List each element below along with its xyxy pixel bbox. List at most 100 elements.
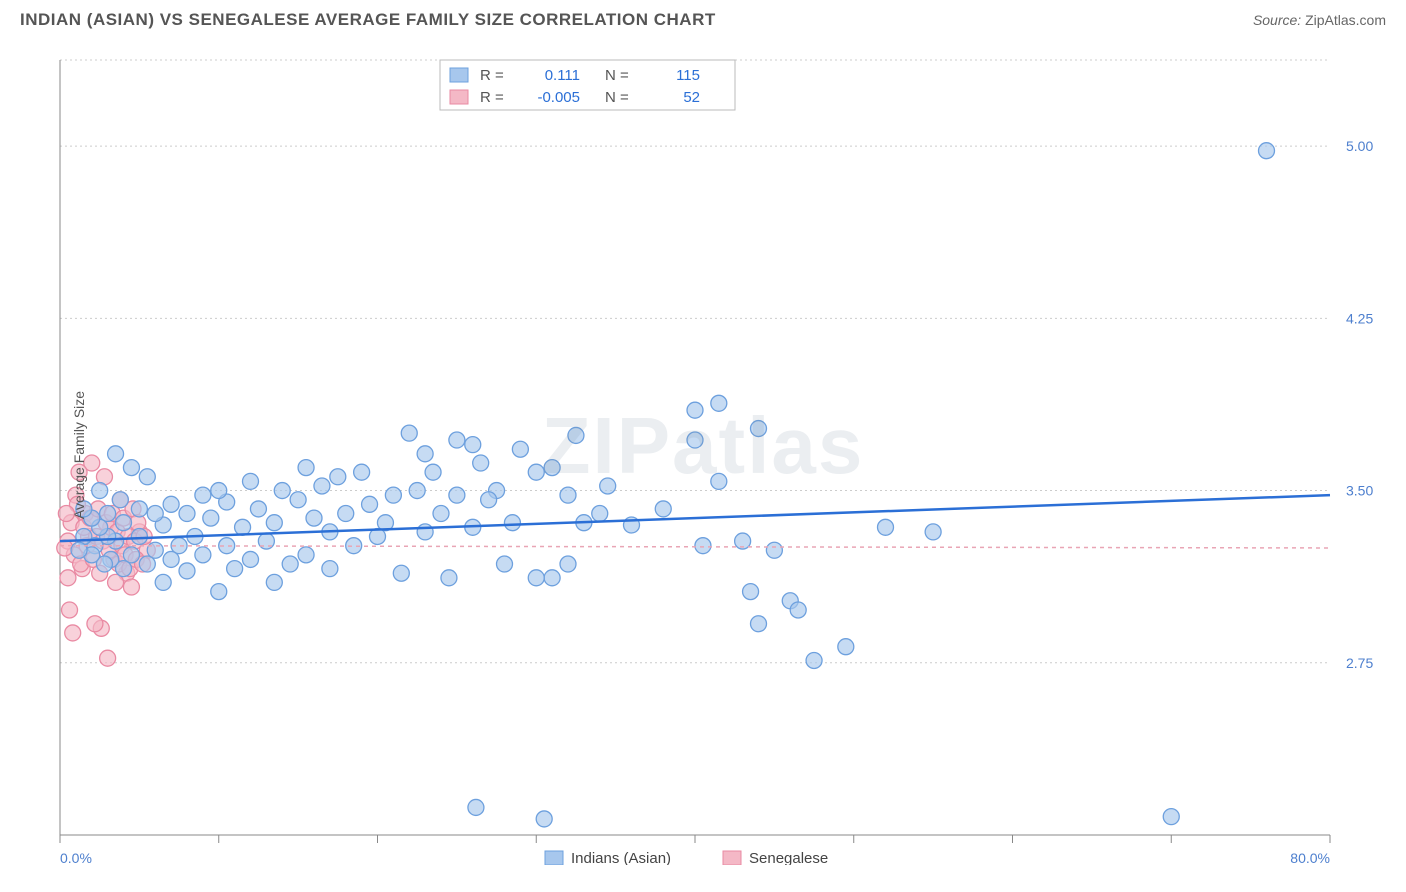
data-point: [322, 561, 338, 577]
data-point: [235, 519, 251, 535]
data-point: [751, 616, 767, 632]
data-point: [449, 487, 465, 503]
data-point: [504, 515, 520, 531]
data-point: [433, 506, 449, 522]
series-label: Indians (Asian): [571, 850, 671, 865]
data-point: [481, 492, 497, 508]
scatter-chart: 2.753.504.255.000.0%80.0%R =0.111N =115R…: [20, 45, 1386, 865]
series-swatch: [545, 851, 563, 865]
data-point: [195, 547, 211, 563]
data-point: [560, 556, 576, 572]
trend-line: [60, 495, 1330, 541]
legend-swatch: [450, 68, 468, 82]
data-point: [687, 402, 703, 418]
chart-title: INDIAN (ASIAN) VS SENEGALESE AVERAGE FAM…: [20, 10, 716, 30]
data-point: [203, 510, 219, 526]
data-point: [57, 540, 73, 556]
data-point: [1259, 143, 1275, 159]
data-point: [687, 432, 703, 448]
legend-n-label: N =: [605, 67, 629, 84]
data-point: [139, 556, 155, 572]
data-point: [62, 602, 78, 618]
data-point: [465, 437, 481, 453]
data-point: [71, 542, 87, 558]
data-point: [766, 542, 782, 558]
data-point: [92, 483, 108, 499]
data-point: [100, 650, 116, 666]
data-point: [711, 473, 727, 489]
data-point: [838, 639, 854, 655]
data-point: [385, 487, 401, 503]
legend-r-value: 0.111: [545, 67, 580, 84]
data-point: [362, 496, 378, 512]
data-point: [592, 506, 608, 522]
data-point: [468, 799, 484, 815]
data-point: [417, 524, 433, 540]
legend-n-label: N =: [605, 89, 629, 106]
source-label: Source:: [1253, 12, 1301, 28]
data-point: [227, 561, 243, 577]
legend-n-value: 115: [676, 67, 700, 84]
y-axis-label: Average Family Size: [71, 391, 87, 519]
data-point: [65, 625, 81, 641]
chart-container: Average Family Size ZIPatlas 2.753.504.2…: [20, 45, 1386, 865]
chart-source: Source: ZipAtlas.com: [1253, 12, 1386, 28]
legend-r-label: R =: [480, 67, 504, 84]
data-point: [274, 483, 290, 499]
data-point: [60, 570, 76, 586]
data-point: [298, 460, 314, 476]
data-point: [425, 464, 441, 480]
data-point: [528, 570, 544, 586]
legend-swatch: [450, 90, 468, 104]
data-point: [211, 584, 227, 600]
data-point: [108, 446, 124, 462]
data-point: [116, 515, 132, 531]
data-point: [409, 483, 425, 499]
data-point: [298, 547, 314, 563]
legend-r-label: R =: [480, 89, 504, 106]
data-point: [711, 395, 727, 411]
data-point: [417, 446, 433, 462]
data-point: [163, 551, 179, 567]
series-swatch: [723, 851, 741, 865]
data-point: [123, 579, 139, 595]
y-tick-label: 2.75: [1346, 655, 1373, 671]
data-point: [282, 556, 298, 572]
data-point: [441, 570, 457, 586]
data-point: [568, 427, 584, 443]
data-point: [401, 425, 417, 441]
data-point: [751, 421, 767, 437]
x-tick-label: 0.0%: [60, 850, 92, 865]
data-point: [560, 487, 576, 503]
data-point: [473, 455, 489, 471]
data-point: [393, 565, 409, 581]
data-point: [544, 570, 560, 586]
data-point: [131, 501, 147, 517]
data-point: [925, 524, 941, 540]
data-point: [528, 464, 544, 480]
data-point: [878, 519, 894, 535]
series-label: Senegalese: [749, 850, 828, 865]
data-point: [497, 556, 513, 572]
data-point: [1163, 809, 1179, 825]
data-point: [330, 469, 346, 485]
chart-header: INDIAN (ASIAN) VS SENEGALESE AVERAGE FAM…: [0, 0, 1406, 35]
data-point: [87, 616, 103, 632]
data-point: [195, 487, 211, 503]
data-point: [354, 464, 370, 480]
data-point: [211, 483, 227, 499]
data-point: [250, 501, 266, 517]
data-point: [139, 469, 155, 485]
y-tick-label: 5.00: [1346, 138, 1373, 154]
data-point: [290, 492, 306, 508]
data-point: [179, 506, 195, 522]
data-point: [163, 496, 179, 512]
x-tick-label: 80.0%: [1290, 850, 1330, 865]
data-point: [112, 492, 128, 508]
data-point: [179, 563, 195, 579]
data-point: [536, 811, 552, 827]
data-point: [600, 478, 616, 494]
data-point: [544, 460, 560, 476]
data-point: [306, 510, 322, 526]
data-point: [695, 538, 711, 554]
